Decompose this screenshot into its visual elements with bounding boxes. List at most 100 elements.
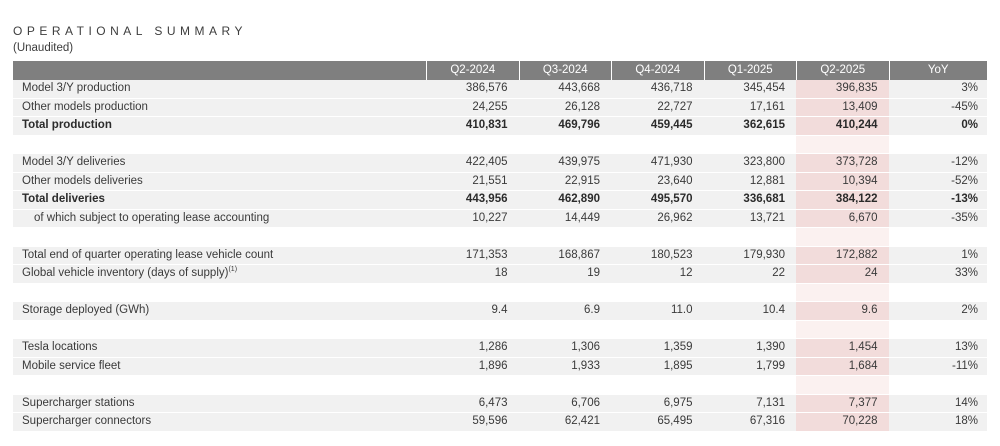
value-cell: 17,161 [749, 100, 785, 113]
column-header-q1-2025: Q1-2025 [703, 61, 797, 80]
value-cell: 6.9 [584, 304, 600, 316]
header-blank-cell [13, 61, 426, 80]
value-cell: 172,882 [796, 246, 889, 264]
gap-cell [704, 136, 797, 154]
value-cell: 396,835 [796, 80, 889, 98]
value-cell: 23,640 [657, 174, 693, 187]
gap-cell [13, 376, 426, 394]
value-cell: 422,405 [465, 156, 508, 168]
value-cell: 10.4 [762, 304, 785, 316]
row-label: Tesla locations [22, 341, 98, 353]
column-header-q2-2025: Q2-2025 [796, 61, 889, 80]
yoy-cell: 0% [961, 119, 978, 131]
table-row: of which subject to operating lease acco… [13, 209, 987, 228]
value-cell: 9.4 [491, 304, 508, 316]
value-cell: 24,255 [472, 100, 508, 113]
value-cell: 410,831 [465, 119, 508, 131]
value-cell: 70,228 [796, 413, 889, 431]
value-cell: 6,670 [796, 209, 889, 227]
value-cell: 386,576 [465, 82, 508, 94]
table-row: Tesla locations 1,286 1,306 1,359 1,390 1,454… [13, 339, 987, 358]
yoy-cell: -12% [951, 156, 978, 168]
value-cell: 459,445 [650, 119, 693, 131]
section-gap-row [13, 376, 987, 395]
value-cell: 1,359 [663, 341, 693, 353]
row-label: Model 3/Y production [22, 82, 131, 94]
value-cell: 336,681 [743, 193, 785, 205]
value-cell: 13,721 [749, 211, 785, 224]
value-cell: 323,800 [743, 156, 785, 168]
value-cell: 495,570 [650, 193, 693, 205]
page-subtitle: (Unaudited) [13, 42, 74, 54]
table-row: Other models production 24,255 26,128 22,72… [13, 98, 987, 117]
gap-cell [426, 136, 519, 154]
value-cell: 1,390 [756, 341, 785, 353]
gap-cell [611, 321, 704, 339]
column-header-q3-2024: Q3-2024 [518, 61, 612, 80]
gap-cell [796, 320, 889, 338]
row-label: Storage deployed (GWh) [22, 304, 150, 316]
row-label: Model 3/Y deliveries [22, 156, 126, 168]
value-cell: 62,421 [564, 415, 600, 427]
value-cell: 13,409 [796, 98, 889, 116]
table-row: Other models deliveries 21,551 22,915 23,64… [13, 172, 987, 191]
value-cell: 10,227 [472, 211, 508, 224]
gap-cell [796, 228, 889, 246]
value-cell: 67,316 [749, 415, 785, 427]
table-row: Global vehicle inventory (days of supply… [13, 265, 987, 284]
value-cell: 24 [796, 265, 889, 283]
table-row: Supercharger stations 6,473 6,706 6,975 7,13… [13, 394, 987, 413]
row-label: Other models deliveries [22, 174, 143, 187]
table-row: Total deliveries 443,956 462,890 495,570 336… [13, 191, 987, 210]
value-cell: 22,915 [564, 174, 600, 187]
value-cell: 171,353 [465, 248, 508, 261]
gap-cell [889, 376, 988, 394]
gap-cell [796, 135, 889, 153]
gap-cell [611, 136, 704, 154]
value-cell: 59,596 [472, 415, 508, 427]
table-row: Supercharger connectors 59,596 62,421 65,49… [13, 413, 987, 432]
row-label: Supercharger stations [22, 396, 135, 409]
gap-cell [704, 228, 797, 246]
value-cell: 12,881 [749, 174, 785, 187]
value-cell: 1,895 [663, 359, 693, 372]
yoy-cell: 1% [961, 248, 978, 261]
table-row: Storage deployed (GWh) 9.4 6.9 11.0 10.4 9.6 2… [13, 302, 987, 321]
operational-summary-page: OPERATIONAL SUMMARY (Unaudited) Q2-2024 Q… [13, 24, 988, 432]
row-label: Supercharger connectors [22, 415, 152, 427]
gap-cell [426, 228, 519, 246]
table-row: Mobile service fleet 1,896 1,933 1,895 1,799… [13, 357, 987, 376]
yoy-cell: -52% [951, 174, 978, 187]
gap-cell [889, 321, 988, 339]
gap-cell [704, 376, 797, 394]
value-cell: 471,930 [650, 156, 693, 168]
yoy-cell: 3% [961, 82, 978, 94]
value-cell: 26,962 [657, 211, 693, 224]
value-cell: 410,244 [796, 117, 889, 135]
section-gap-row [13, 228, 987, 247]
value-cell: 18 [494, 267, 508, 279]
gap-cell [704, 321, 797, 339]
row-label: Total end of quarter operating lease veh… [22, 248, 274, 261]
value-cell: 11.0 [670, 304, 693, 316]
value-cell: 362,615 [743, 119, 785, 131]
value-cell: 345,454 [743, 82, 785, 94]
value-cell: 179,930 [743, 248, 785, 261]
yoy-cell: 2% [961, 304, 978, 316]
gap-cell [704, 284, 797, 302]
value-cell: 65,495 [657, 415, 693, 427]
value-cell: 6,975 [663, 396, 693, 409]
gap-cell [519, 376, 612, 394]
value-cell: 10,394 [796, 172, 889, 190]
page-title: OPERATIONAL SUMMARY [13, 24, 247, 38]
value-cell: 22 [772, 267, 785, 279]
row-label: of which subject to operating lease acco… [34, 211, 270, 224]
gap-cell [426, 321, 519, 339]
section-gap-row [13, 283, 987, 302]
section-gap-row [13, 320, 988, 339]
value-cell: 1,799 [756, 359, 785, 372]
value-cell: 1,896 [478, 359, 508, 372]
gap-cell [796, 376, 889, 394]
value-cell: 1,454 [796, 339, 889, 357]
value-cell: 384,122 [796, 191, 889, 209]
